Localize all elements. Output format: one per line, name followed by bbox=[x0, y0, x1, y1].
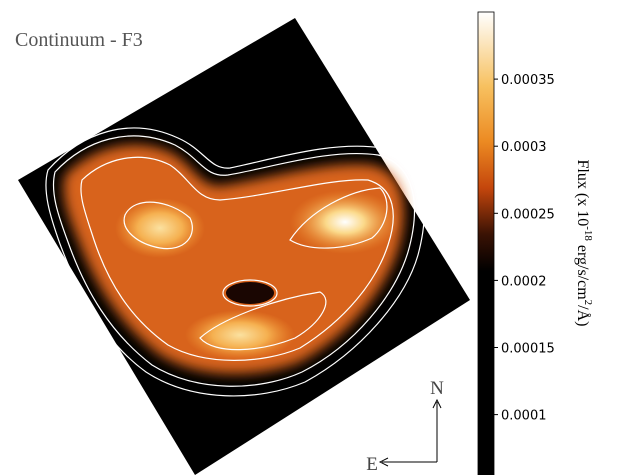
label-part: erg/s/cm bbox=[574, 241, 591, 300]
compass-east: E bbox=[366, 454, 378, 475]
contour bbox=[289, 187, 388, 249]
contour bbox=[123, 201, 193, 250]
label-part: Flux (x 10 bbox=[574, 160, 591, 227]
colorbar-tick-label: 0.0003 bbox=[501, 140, 547, 155]
contour bbox=[45, 127, 425, 397]
label-sup: -18 bbox=[582, 226, 594, 241]
contours bbox=[45, 127, 425, 397]
colorbar bbox=[477, 11, 495, 475]
compass-north: N bbox=[430, 378, 444, 399]
hot-spot bbox=[115, 198, 205, 258]
colorbar-tick-label: 0.00035 bbox=[501, 73, 555, 88]
colorbar-tick-label: 0.0002 bbox=[501, 274, 547, 289]
colorbar-tick-label: 0.00025 bbox=[501, 207, 555, 222]
contour bbox=[80, 156, 394, 361]
label-part: /Å) bbox=[574, 305, 592, 326]
arrowhead bbox=[378, 457, 389, 467]
image bbox=[18, 18, 470, 475]
contour bbox=[52, 135, 416, 387]
contour bbox=[222, 279, 278, 307]
arrowhead bbox=[432, 398, 442, 409]
title: Continuum - F3 bbox=[15, 29, 143, 51]
dark-hole bbox=[226, 282, 274, 304]
hot-spot bbox=[185, 310, 295, 360]
colorbar-tick-label: 0.00015 bbox=[501, 342, 555, 357]
contour bbox=[199, 291, 327, 351]
compass bbox=[378, 398, 442, 467]
colorbar-label: Flux (x 10-18 erg/s/cm2/Å) bbox=[574, 160, 594, 327]
colorbar-tick-label: 0.0001 bbox=[501, 409, 547, 424]
label-sup: 2 bbox=[582, 300, 594, 306]
